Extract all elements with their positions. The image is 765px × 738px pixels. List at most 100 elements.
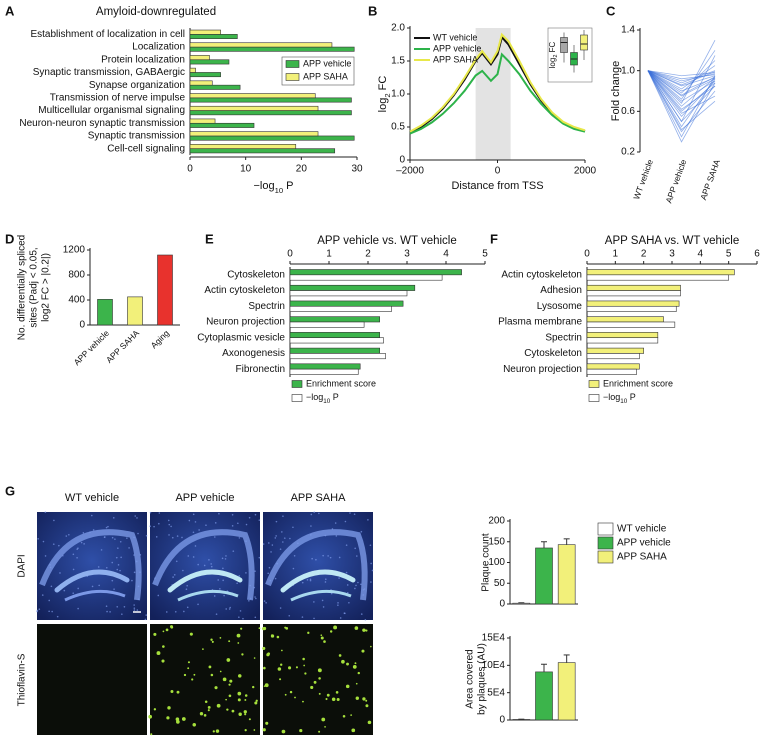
x-tick-label: 2 [365, 249, 371, 260]
dentate-gyrus [167, 569, 243, 593]
nucleus [77, 587, 79, 590]
plaque [277, 667, 282, 671]
plaque [193, 673, 196, 676]
label-part: P [330, 392, 339, 402]
fold-change-line [647, 65, 716, 90]
nucleus [44, 511, 47, 513]
nucleus [313, 601, 315, 603]
y-tick-label: 0 [399, 155, 405, 166]
nucleus [120, 556, 122, 559]
category-label: Cytoskeleton [227, 269, 285, 280]
bar [189, 80, 213, 86]
subscript: 2 [553, 55, 559, 58]
fold-change-line [647, 55, 716, 123]
plaque [153, 632, 157, 636]
legend-swatch [588, 394, 600, 402]
plaque [289, 690, 293, 694]
nucleus [229, 606, 231, 609]
subscript: 10 [323, 398, 331, 405]
y-tick-label: 100 [488, 557, 505, 568]
row-label: Thioflavin-S [17, 653, 28, 706]
x-tick-label: 3 [404, 249, 410, 260]
nucleus [214, 522, 217, 524]
bar [586, 363, 640, 370]
plaque [362, 628, 366, 632]
plaque [264, 683, 269, 688]
dapi-image [263, 512, 373, 620]
nucleus [72, 568, 75, 571]
nucleus [228, 608, 231, 610]
plaque [237, 642, 240, 644]
legend-label: WT vehicle [433, 32, 477, 42]
nucleus [183, 610, 185, 613]
nucleus [119, 569, 121, 572]
y-tick-label: 1.0 [391, 89, 405, 100]
fold-change-line [647, 70, 716, 84]
plaque [281, 729, 286, 734]
nucleus [181, 536, 183, 539]
x-tick-label: APP SAHA [104, 328, 141, 365]
y-tick-label: 0.6 [621, 106, 635, 117]
plaque [166, 716, 170, 720]
nucleus [92, 529, 95, 531]
nucleus [112, 517, 115, 519]
nucleus [369, 544, 372, 547]
nucleus [111, 579, 114, 582]
plaque [357, 671, 360, 675]
nucleus [128, 547, 130, 549]
plaque [191, 678, 194, 681]
plaque [355, 682, 358, 685]
x-tick-label: 4 [443, 249, 449, 260]
nucleus [222, 579, 224, 582]
nucleus [213, 595, 216, 597]
nucleus [97, 566, 100, 568]
nucleus [187, 555, 190, 557]
nucleus [231, 525, 234, 527]
fold-change-line [647, 70, 716, 110]
legend-swatch [285, 73, 300, 81]
nucleus [210, 565, 213, 568]
nucleus [274, 537, 277, 539]
nucleus [225, 608, 228, 610]
nucleus [157, 594, 160, 597]
nucleus [63, 589, 66, 592]
plaque [302, 657, 305, 661]
plaque [203, 714, 207, 717]
bar [586, 321, 676, 328]
nucleus [144, 618, 147, 621]
plaque [265, 721, 269, 725]
plaque [255, 699, 258, 702]
nucleus [168, 523, 171, 526]
label-part: log [377, 98, 389, 113]
plaque [336, 697, 340, 701]
plaque [238, 712, 242, 716]
nucleus [301, 616, 304, 618]
y-tick-label: 0.2 [621, 147, 635, 158]
nucleus [293, 554, 296, 557]
plaque [346, 662, 349, 666]
plaque [294, 696, 296, 699]
nucleus [345, 571, 348, 574]
category-label: Actin cytoskeleton [501, 269, 582, 280]
dentate-gyrus [64, 589, 126, 602]
bar [586, 316, 664, 323]
nucleus [318, 512, 320, 515]
nucleus [133, 571, 136, 574]
nucleus [265, 601, 267, 604]
nucleus [36, 609, 39, 612]
nucleus [117, 547, 119, 549]
plaque [262, 728, 266, 732]
nucleus [76, 548, 79, 550]
nucleus [360, 613, 363, 615]
fold-change-line [647, 70, 716, 131]
legend-label: APP vehicle [433, 43, 481, 53]
nucleus [133, 604, 135, 606]
nucleus [271, 544, 274, 546]
bar [289, 300, 404, 307]
nucleus [225, 555, 227, 557]
nucleus [82, 532, 85, 534]
plaque [241, 653, 244, 656]
nucleus [231, 514, 234, 516]
legend-label: APP SAHA [303, 71, 348, 81]
x-tick-label: APP vehicle [663, 158, 688, 205]
